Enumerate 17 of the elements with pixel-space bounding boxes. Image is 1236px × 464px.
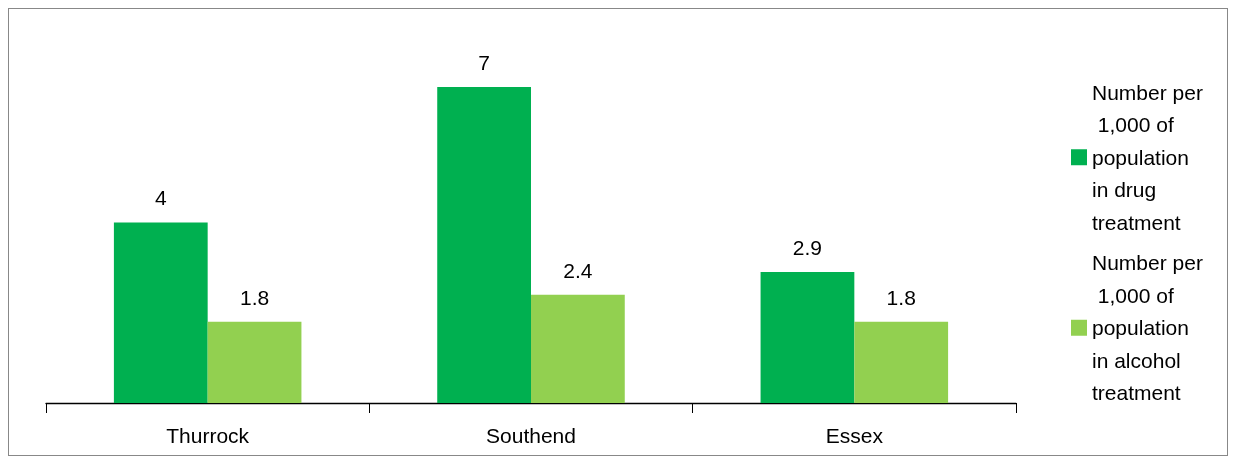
legend-label: Number per 1,000 of population in drug treatment — [1092, 80, 1203, 234]
bar — [113, 222, 208, 403]
legend-label: Number per 1,000 of population in alcohol treatment — [1092, 251, 1203, 405]
bar — [207, 321, 302, 403]
x-tick-label: Thurrock — [166, 424, 250, 447]
bar — [854, 321, 949, 403]
bar — [531, 294, 625, 403]
data-label: 7 — [478, 51, 490, 74]
data-label: 4 — [154, 186, 167, 210]
bar — [437, 87, 531, 403]
data-label: 1.8 — [239, 285, 270, 309]
bar — [760, 272, 855, 403]
data-label: 2.9 — [792, 236, 823, 260]
data-label: 1.8 — [886, 285, 916, 309]
x-tick-label: Southend — [486, 424, 576, 447]
data-label: 2.4 — [563, 258, 593, 282]
x-tick-label: Essex — [825, 424, 884, 447]
